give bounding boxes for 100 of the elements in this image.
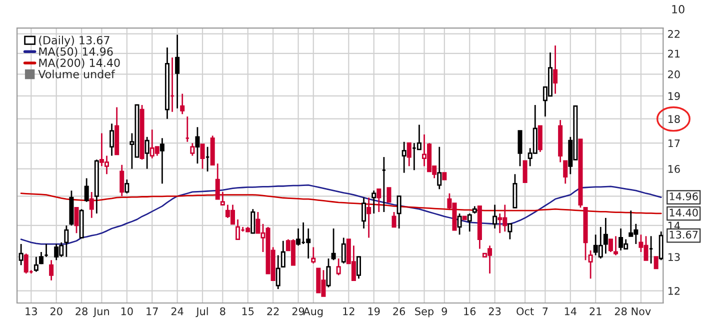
x-tick-label: 19 xyxy=(368,307,380,316)
candlestick xyxy=(236,218,240,240)
candlestick xyxy=(89,191,94,219)
x-tick-label: 8 xyxy=(220,307,226,316)
x-tick-label: 29 xyxy=(292,307,304,316)
x-tick-label: 15 xyxy=(242,307,254,316)
text: 14.40 xyxy=(670,208,698,217)
candlestick xyxy=(195,126,200,164)
candlestick xyxy=(614,235,618,256)
legend-label: MA(200) 14.40 xyxy=(39,58,120,68)
candlestick xyxy=(175,34,180,110)
candlestick xyxy=(280,240,286,268)
candlestick xyxy=(402,141,406,174)
x-tick-label: 12 xyxy=(343,307,354,316)
candlestick xyxy=(362,196,366,230)
candlestick xyxy=(74,206,79,234)
candlestick xyxy=(356,256,361,280)
y-tick-label: 19 xyxy=(668,92,680,100)
candlestick xyxy=(416,124,422,150)
candlestick xyxy=(588,250,593,280)
x-tick-label: 9 xyxy=(442,307,447,316)
x-tick-label: Sep xyxy=(415,307,434,318)
candlestick xyxy=(276,254,280,290)
candlestick xyxy=(38,251,44,265)
x-tick-label: 24 xyxy=(171,307,184,316)
y-tick-label: 17 xyxy=(668,139,680,148)
candlestick xyxy=(180,93,185,115)
y-tick-label: 22 xyxy=(668,30,680,38)
x-tick-label: 13 xyxy=(26,307,37,316)
y-tick-label: 21 xyxy=(668,50,680,58)
y-tick-label: 13 xyxy=(668,253,680,261)
candlestick xyxy=(492,204,498,230)
x-tick-label: Aug xyxy=(303,307,323,318)
candlestick xyxy=(124,178,130,194)
x-tick-label: 26 xyxy=(393,307,406,316)
candlestick xyxy=(372,190,376,214)
candlestick xyxy=(200,144,205,170)
candlestick xyxy=(376,188,382,213)
x-tick-label: 14 xyxy=(564,307,576,316)
candlestick xyxy=(538,125,542,153)
candlestick xyxy=(512,173,518,208)
text: 13.67 xyxy=(670,230,698,239)
candlestick xyxy=(190,142,195,156)
candlestick xyxy=(18,243,24,266)
candlestick xyxy=(518,130,522,167)
text: 10 xyxy=(672,5,684,14)
x-tick-label: Jul xyxy=(196,307,208,318)
candlestick xyxy=(24,252,28,274)
x-tick-label: 23 xyxy=(488,307,501,316)
candlestick xyxy=(366,196,372,238)
candlestick xyxy=(341,237,346,264)
candlestick xyxy=(326,258,331,288)
y-tick-label: 20 xyxy=(668,70,680,78)
annotation: Volume undef xyxy=(38,70,116,78)
y-tick-label: 18 xyxy=(668,115,680,123)
candlestick xyxy=(331,228,336,261)
candlestick xyxy=(110,122,114,156)
y-tick-label: 16 xyxy=(668,165,680,173)
x-tick-label: 10 xyxy=(121,307,133,316)
candlestick xyxy=(467,212,472,232)
x-tick-label: 21 xyxy=(590,307,602,316)
candlestick xyxy=(392,211,396,228)
candlestick xyxy=(120,164,124,197)
x-tick-label: 22 xyxy=(267,307,279,316)
text: 14.96 xyxy=(670,192,698,200)
candlestick xyxy=(508,223,512,240)
candlestick xyxy=(457,212,462,236)
candlestick xyxy=(215,162,220,200)
x-tick-label: 20 xyxy=(50,307,62,316)
x-tick-label: Nov xyxy=(632,307,651,316)
candlestick xyxy=(406,142,412,167)
candlestick xyxy=(386,187,392,203)
candlestick xyxy=(250,208,256,234)
y-tick-label: 12 xyxy=(668,287,680,295)
candlestick xyxy=(49,259,54,282)
candlestick xyxy=(396,195,402,230)
x-tick-label: Oct xyxy=(516,307,534,316)
legend-label: MA(50) 14.96 xyxy=(39,47,113,58)
x-tick-label: 7 xyxy=(542,307,548,316)
candlestick xyxy=(522,160,528,183)
candlestick xyxy=(553,44,558,94)
candlestick xyxy=(563,160,568,184)
candlestick xyxy=(160,137,164,184)
x-tick-label: 28 xyxy=(76,307,88,316)
candlestick xyxy=(296,228,301,246)
x-tick-label: 28 xyxy=(614,307,627,316)
candlestick xyxy=(654,256,658,270)
x-tick-label: 16 xyxy=(464,307,476,316)
legend-label: (Daily) 13.67 xyxy=(39,36,110,47)
candlestick xyxy=(64,224,69,258)
candlestick xyxy=(311,246,316,264)
candlestick xyxy=(603,217,608,254)
candlestick xyxy=(608,238,613,253)
candlestick xyxy=(84,177,89,203)
candlestick xyxy=(34,256,38,273)
x-tick-label: 17 xyxy=(146,307,158,316)
candlestick xyxy=(220,191,225,206)
candlestick xyxy=(658,230,664,261)
x-tick-label: Jun xyxy=(93,307,109,318)
candlestick xyxy=(336,258,341,276)
